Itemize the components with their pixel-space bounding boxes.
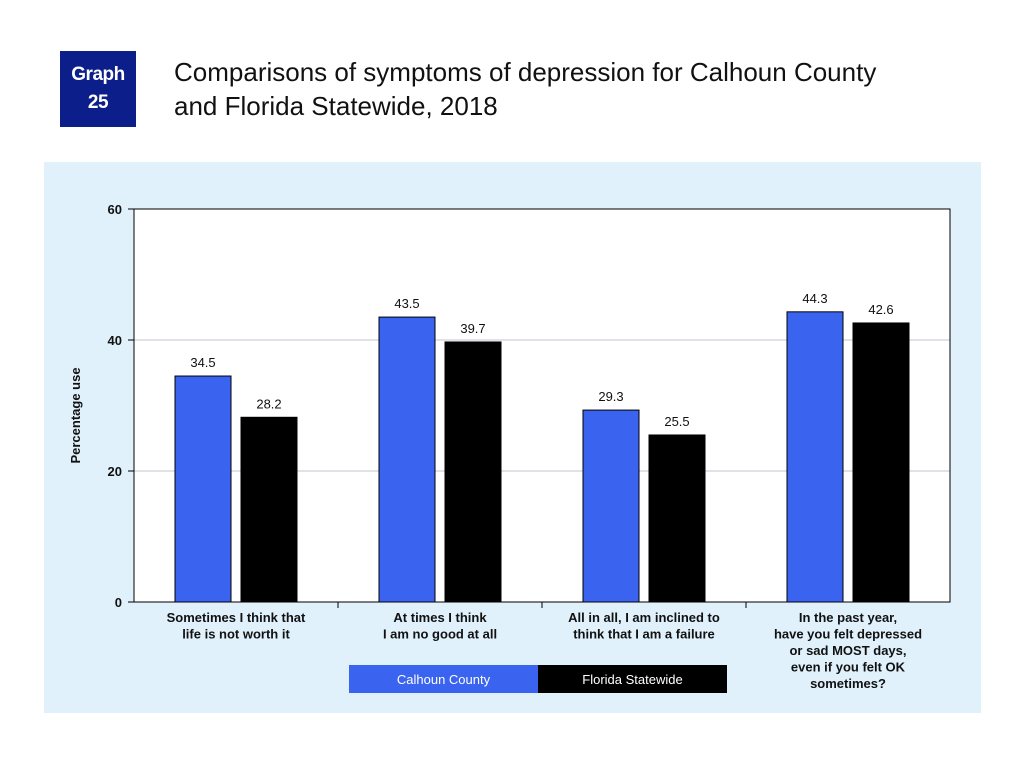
y-tick-label: 60 <box>108 202 122 217</box>
chart-legend: Calhoun County Florida Statewide <box>349 665 727 693</box>
bar-florida <box>648 434 706 603</box>
bar-florida <box>240 416 298 603</box>
badge-label: Graph <box>71 64 125 85</box>
y-tick-label: 40 <box>108 333 122 348</box>
page-title: Comparisons of symptoms of depression fo… <box>174 55 974 123</box>
bar-florida <box>852 322 910 603</box>
x-category-label: All in all, I am inclined to <box>568 610 720 625</box>
bar-calhoun <box>378 316 436 603</box>
y-axis-label: Percentage use <box>68 367 83 463</box>
x-category-label: life is not worth it <box>182 627 290 642</box>
y-tick-label: 20 <box>108 464 122 479</box>
x-category-label: or sad MOST days, <box>789 643 906 658</box>
data-label: 29.3 <box>598 389 623 404</box>
bar-calhoun <box>174 375 232 603</box>
legend-item-calhoun-county: Calhoun County <box>349 665 538 693</box>
x-category-label: I am no good at all <box>383 627 497 642</box>
page-title-line-1: Comparisons of symptoms of depression fo… <box>174 57 877 87</box>
badge-number: 25 <box>87 92 109 113</box>
legend-item-florida-statewide: Florida Statewide <box>538 665 727 693</box>
data-label: 25.5 <box>664 414 689 429</box>
graph-number-badge: Graph 25 <box>60 51 136 127</box>
data-label: 34.5 <box>190 355 215 370</box>
x-category-label: have you felt depressed <box>774 627 922 642</box>
x-category-label: think that I am a failure <box>573 627 715 642</box>
data-label: 42.6 <box>868 302 893 317</box>
x-category-label: sometimes? <box>810 676 886 691</box>
data-label: 28.2 <box>256 396 281 411</box>
bar-calhoun <box>582 409 640 603</box>
page-title-line-2: and Florida Statewide, 2018 <box>174 91 498 121</box>
y-tick-label: 0 <box>115 595 122 610</box>
x-category-label: At times I think <box>393 610 487 625</box>
bar-calhoun <box>786 311 844 603</box>
x-category-label: In the past year, <box>799 610 897 625</box>
x-category-label: Sometimes I think that <box>167 610 306 625</box>
x-category-label: even if you felt OK <box>791 660 906 675</box>
data-label: 39.7 <box>460 321 485 336</box>
data-label: 44.3 <box>802 291 827 306</box>
data-label: 43.5 <box>394 296 419 311</box>
bar-florida <box>444 341 502 603</box>
